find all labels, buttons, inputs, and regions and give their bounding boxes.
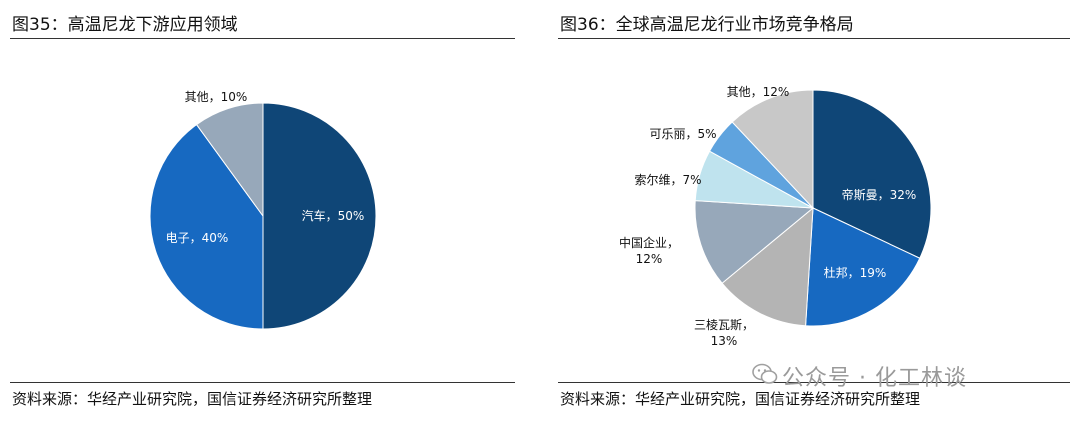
slice-label-其他: 其他，10% bbox=[185, 90, 248, 104]
pie-slice-电子 bbox=[149, 123, 264, 330]
left-source-rule bbox=[10, 382, 515, 383]
right-source-rule bbox=[558, 382, 1070, 383]
left-source-note: 资料来源：华经产业研究院，国信证券经济研究所整理 bbox=[12, 390, 373, 408]
pie-slice-汽车 bbox=[262, 102, 377, 330]
slice-label-杜邦: 杜邦，19% bbox=[824, 265, 887, 280]
wechat-icon bbox=[752, 363, 778, 384]
pie-slice-三棱瓦斯 bbox=[721, 206, 814, 327]
pie-slice-杜邦 bbox=[805, 207, 921, 327]
watermark-text: 公众号 · 化工林谈 bbox=[782, 366, 967, 391]
slice-label-可乐丽: 可乐丽，5% bbox=[649, 127, 716, 141]
right-title-rule bbox=[558, 38, 1070, 39]
pie-slice-其他 bbox=[195, 102, 264, 218]
right-figure-title: 图36：全球高温尼龙行业市场竞争格局 bbox=[560, 15, 854, 35]
slice-label-帝斯曼: 帝斯曼，32% bbox=[842, 187, 917, 202]
pie-slice-帝斯曼 bbox=[812, 89, 932, 259]
right-pie-chart: 帝斯曼，32% 杜邦，19% 三棱瓦斯， 13% 中国企业， 12% 索尔维，7% 可乐丽，5… bbox=[619, 85, 932, 348]
slice-label-汽车: 汽车，50% bbox=[302, 208, 365, 223]
slice-label-索尔维: 索尔维，7% bbox=[634, 172, 701, 187]
right-figure-panel: 图36：全球高温尼龙行业市场竞争格局 帝斯曼，32% 杜邦，19% 三棱瓦斯， 13%… bbox=[548, 0, 1080, 421]
slice-label-中国企业: 中国企业， 12% bbox=[619, 235, 679, 266]
slice-label-其他: 其他，12% bbox=[727, 85, 790, 99]
pie-slice-其他 bbox=[731, 89, 814, 210]
slice-label-三棱瓦斯: 三棱瓦斯， 13% bbox=[694, 317, 754, 348]
right-source-note: 资料来源：华经产业研究院，国信证券经济研究所整理 bbox=[560, 390, 921, 408]
left-pie-chart: 汽车，50% 电子，40% 其他，10% bbox=[149, 90, 377, 330]
left-title-rule bbox=[10, 38, 515, 39]
left-figure-title: 图35：高温尼龙下游应用领域 bbox=[12, 15, 238, 35]
pie-slice-中国企业 bbox=[694, 200, 815, 284]
slice-label-电子: 电子，40% bbox=[166, 231, 229, 245]
left-figure-panel: 图35：高温尼龙下游应用领域 汽车，50% 电子，40% 其他，10% 资料来源：华… bbox=[0, 0, 520, 421]
